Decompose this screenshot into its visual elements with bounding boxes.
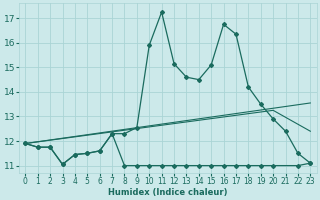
X-axis label: Humidex (Indice chaleur): Humidex (Indice chaleur) [108, 188, 228, 197]
